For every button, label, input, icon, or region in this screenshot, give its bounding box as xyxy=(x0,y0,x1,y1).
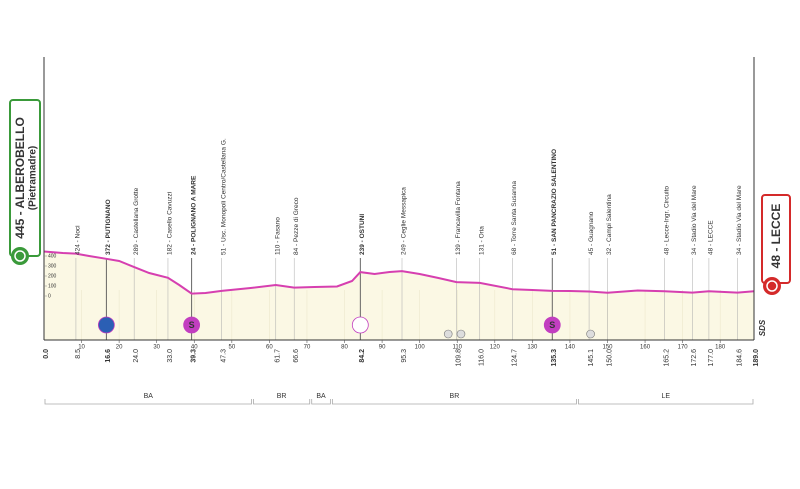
start-icon-glyph xyxy=(14,250,26,262)
x-tick-label: 130 xyxy=(527,345,538,351)
place-label: 45 - Guagnano xyxy=(588,211,595,255)
x-tick-label: 180 xyxy=(715,345,726,351)
place-label: 239 - OSTUNI xyxy=(359,214,366,255)
profile-area xyxy=(44,251,754,340)
x-tick-label: 10 xyxy=(78,345,85,351)
marker xyxy=(351,316,369,334)
km-label: 8.5 xyxy=(75,349,82,359)
km-label: 109.8 xyxy=(455,349,462,367)
km-label: 145.1 xyxy=(588,349,595,367)
place-label: 24 - POLIGNANO A MARE xyxy=(190,175,197,255)
marker xyxy=(543,316,561,334)
place-label: 51 - SAN PANCRAZIO SALENTINO xyxy=(551,149,558,255)
marker xyxy=(443,329,453,339)
province-bracket xyxy=(578,399,754,405)
y-tick-label: 100 xyxy=(48,283,57,289)
x-tick-label: 120 xyxy=(490,345,501,351)
km-label: 61.7 xyxy=(275,349,282,363)
x-tick-label: 60 xyxy=(266,345,273,351)
province-bracket xyxy=(253,399,311,405)
place-label: 68 - Torre Santa Susanna xyxy=(511,181,518,255)
place-label: 34 - Stadio Via del Mare xyxy=(691,185,698,255)
province-label: LE xyxy=(661,393,670,400)
x-tick-label: 40 xyxy=(191,345,198,351)
x-tick-label: 70 xyxy=(304,345,311,351)
place-label: 182 - Casello Cavuzzi xyxy=(167,192,174,255)
start-label: 445 - ALBEROBELLO xyxy=(13,117,27,239)
province-label: BR xyxy=(450,393,460,400)
province-label: BA xyxy=(316,393,326,400)
finish-icon xyxy=(763,277,781,295)
marker xyxy=(183,316,201,334)
x-tick-label: 110 xyxy=(452,345,462,351)
km-label: 47.3 xyxy=(221,349,228,363)
km-label: 95.3 xyxy=(401,349,408,363)
finish-label: 48 - LECCE xyxy=(769,204,783,269)
x-tick-label: 80 xyxy=(341,345,348,351)
marker-label: S xyxy=(189,320,195,330)
place-label: 32 - Campi Salentina xyxy=(606,194,613,255)
province-bracket xyxy=(311,399,331,405)
km-label: 124.7 xyxy=(511,349,518,367)
km-label: 177.0 xyxy=(708,349,715,367)
place-label: 51 - Usc. Monopoli Centro/Castellana G. xyxy=(220,138,227,255)
province-bracket xyxy=(331,399,577,405)
province-bracket xyxy=(44,399,252,405)
km-label: 150.0 xyxy=(606,349,613,367)
place-label: 110 - Fasano xyxy=(275,217,282,255)
province-label: BA xyxy=(144,393,154,400)
km-label: 24.0 xyxy=(133,349,140,363)
logo: SDS xyxy=(758,319,767,336)
place-label: 34 - Stadio Via del Mare xyxy=(736,185,743,255)
place-label: 84 - Pezze di Greco xyxy=(293,197,300,255)
km-label: 135.3 xyxy=(551,349,558,367)
place-label: 131 - Oria xyxy=(478,226,485,255)
x-tick-label: 170 xyxy=(678,345,689,351)
place-label: 289 - Castellana Grotte xyxy=(133,187,140,255)
km-label: 184.6 xyxy=(736,349,743,367)
km-label: 172.6 xyxy=(691,349,698,367)
x-tick-label: 50 xyxy=(228,345,235,351)
place-label: 48 - LECCE xyxy=(708,220,715,255)
x-tick-label: 90 xyxy=(379,345,386,351)
plot: 0 100 200 300 400 10 20 30 40 50 60 70 80 90 100 110 120… xyxy=(43,57,760,405)
km-label: 0.0 xyxy=(43,349,50,359)
y-tick-label: 0 xyxy=(48,293,51,299)
x-tick-label: 150 xyxy=(602,345,613,351)
marker xyxy=(97,316,115,334)
profile-line xyxy=(43,250,755,295)
y-tick-label: 300 xyxy=(48,263,57,269)
km-label: 39.3 xyxy=(190,349,197,363)
marker-label: S xyxy=(549,320,555,330)
x-tick-label: 30 xyxy=(153,345,160,351)
km-label: 66.6 xyxy=(293,349,300,363)
finish-icon-glyph xyxy=(766,280,778,292)
place-label: 249 - Ceglie Messapica xyxy=(401,187,408,255)
x-tick-label: 100 xyxy=(415,345,426,351)
province-label: BR xyxy=(277,393,287,400)
y-tick-label: 200 xyxy=(48,273,57,279)
km-label: 84.2 xyxy=(359,349,366,363)
y-tick-label: 400 xyxy=(48,253,57,259)
marker xyxy=(456,329,466,339)
place-label: 372 - PUTIGNANO xyxy=(105,199,112,255)
km-label: 116.0 xyxy=(479,349,486,366)
place-label: 424 - Noci xyxy=(75,225,82,255)
place-label: 48 - Lecce-Ingr. Circuito xyxy=(663,186,670,255)
km-label: 189.0 xyxy=(753,349,760,367)
start-sublabel: (Pietramadre) xyxy=(28,146,39,210)
km-label: 165.2 xyxy=(663,349,670,367)
x-tick-label: 140 xyxy=(565,345,576,351)
x-tick-label: 20 xyxy=(116,345,123,351)
start-icon xyxy=(11,247,29,265)
km-label: 33.0 xyxy=(167,349,174,363)
km-label: 16.6 xyxy=(105,349,112,363)
marker xyxy=(586,329,595,339)
place-label: 139 - Francavilla Fontana xyxy=(455,181,462,255)
x-tick-label: 160 xyxy=(640,345,651,351)
